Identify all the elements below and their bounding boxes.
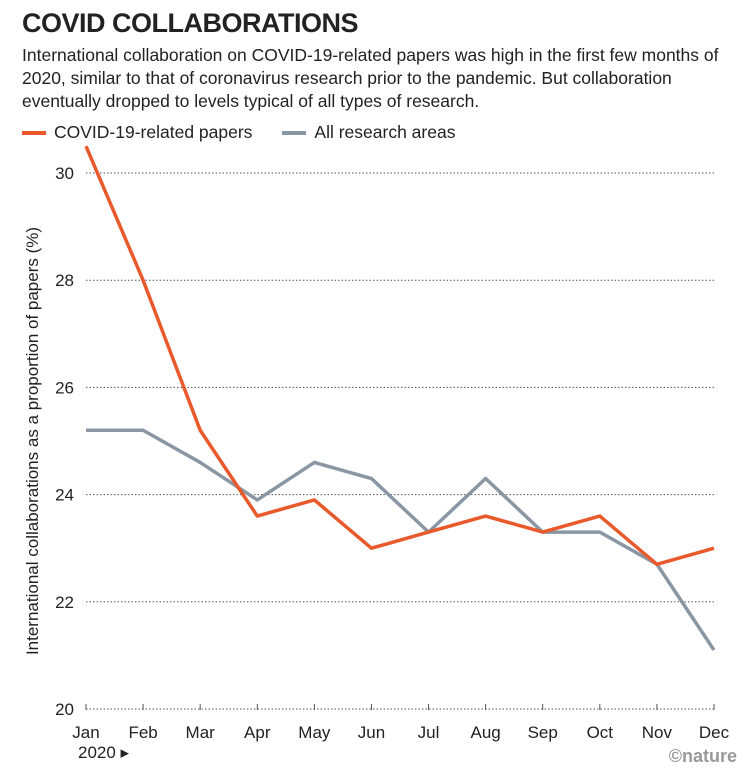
x-tick-label: Jan [72, 723, 99, 742]
legend-swatch-covid [22, 130, 46, 135]
x-tick-label: Jun [358, 723, 385, 742]
y-tick-label: 28 [55, 271, 74, 290]
legend-item-all: All research areas [282, 122, 455, 143]
chart-subtitle: International collaboration on COVID-19-… [22, 45, 719, 111]
legend-item-covid: COVID-19-related papers [22, 122, 252, 143]
x-tick-label: Jul [418, 723, 440, 742]
x-tick-label: Feb [128, 723, 157, 742]
nature-logo: ©nature [668, 746, 737, 766]
x-tick-label: Sep [528, 723, 558, 742]
chart-title: COVID COLLABORATIONS [22, 8, 359, 38]
series-line-covid [84, 145, 715, 567]
y-tick-label: 24 [55, 486, 74, 505]
x-tick-label: Mar [186, 723, 216, 742]
y-tick-label: 22 [55, 593, 74, 612]
x-tick-label: Oct [587, 723, 614, 742]
legend-label-covid: COVID-19-related papers [54, 122, 253, 142]
legend-label-all: All research areas [314, 122, 456, 142]
x-tick-label: Aug [471, 723, 501, 742]
year-label: 2020 ▸ [78, 743, 130, 762]
legend: COVID-19-related papers All research are… [22, 122, 485, 143]
x-tick-label: Nov [642, 723, 673, 742]
y-tick-label: 30 [55, 164, 74, 183]
x-tick-label: May [298, 723, 331, 742]
series-line-all-research [86, 428, 716, 652]
x-tick-label: Apr [244, 723, 271, 742]
x-tick-label: Dec [699, 723, 730, 742]
y-axis-label: International collaborations as a propor… [23, 227, 42, 655]
legend-swatch-all [282, 130, 307, 135]
y-tick-label: 26 [55, 378, 74, 397]
y-tick-label: 20 [55, 700, 74, 719]
